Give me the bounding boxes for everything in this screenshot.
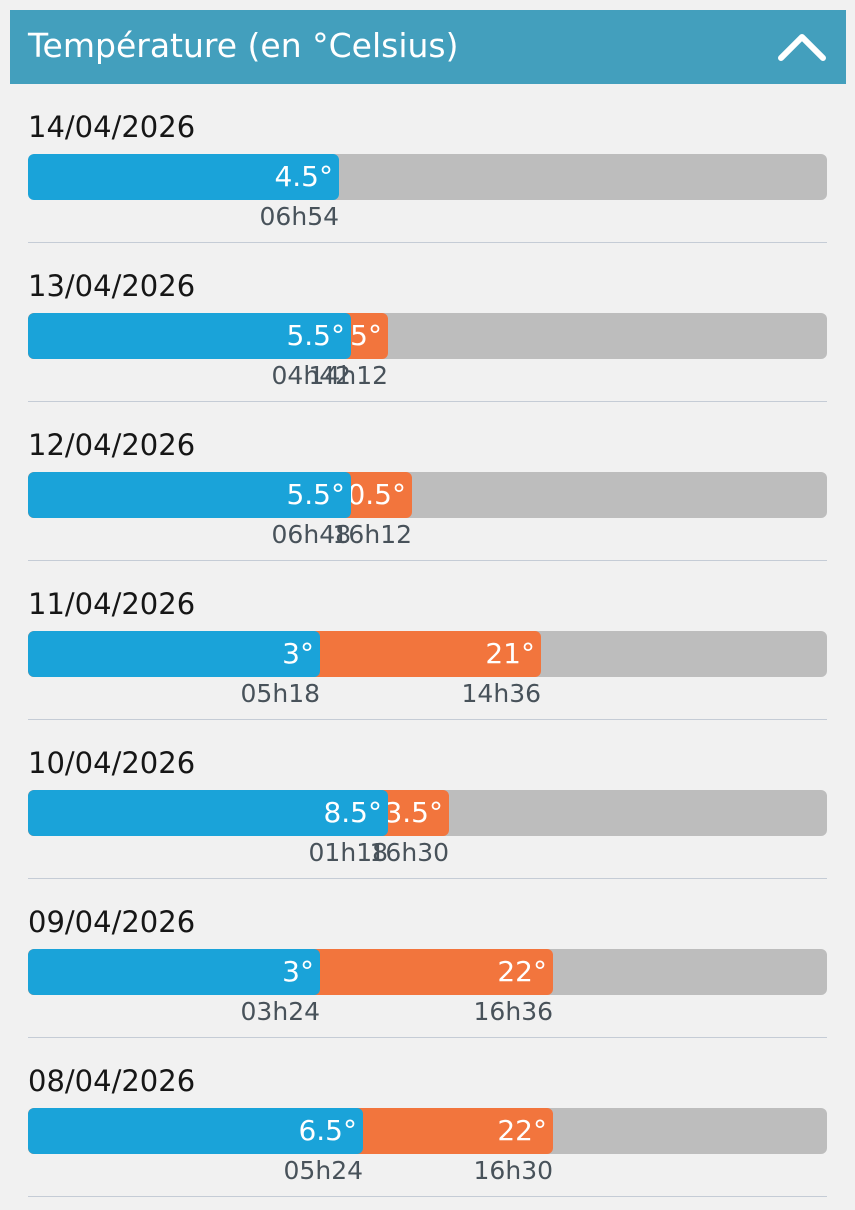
- min-temperature-segment: 5.5°: [28, 313, 351, 359]
- day-date: 09/04/2026: [28, 905, 196, 939]
- row-divider: [28, 242, 827, 243]
- max-time-label: 14h12: [308, 361, 388, 390]
- max-time-label: 16h30: [473, 1156, 553, 1185]
- temperature-bar: 8.5° 13.5°: [28, 790, 827, 836]
- day-date: 14/04/2026: [28, 110, 196, 144]
- min-time-label: 06h48: [271, 520, 351, 549]
- day-date: 12/04/2026: [28, 428, 196, 462]
- day-date: 10/04/2026: [28, 746, 196, 780]
- panel-header[interactable]: Température (en °Celsius): [10, 10, 846, 84]
- row-divider: [28, 719, 827, 720]
- max-time-label: 16h30: [369, 838, 449, 867]
- day-row: 13/04/2026 5.5° 8.5° 04h42 14h12: [10, 169, 846, 402]
- row-divider: [28, 878, 827, 879]
- min-temperature-segment: 3°: [28, 949, 320, 995]
- temperature-bar: 4.5°: [28, 154, 827, 200]
- row-divider: [28, 401, 827, 402]
- day-row: 10/04/2026 8.5° 13.5° 01h18 16h30: [10, 646, 846, 879]
- min-temperature-segment: 8.5°: [28, 790, 388, 836]
- max-time-label: 16h36: [473, 997, 553, 1026]
- temperature-bar: 3° 22°: [28, 949, 827, 995]
- min-temperature-segment: 3°: [28, 631, 320, 677]
- row-divider: [28, 1196, 827, 1197]
- temperature-panel: Température (en °Celsius) 14/04/2026 4.5°…: [10, 10, 846, 1210]
- min-time-label: 05h24: [283, 1156, 363, 1185]
- day-row: 08/04/2026 6.5° 22° 05h24 16h30: [10, 964, 846, 1197]
- day-row: 12/04/2026 5.5° 10.5° 06h48 16h12: [10, 328, 846, 561]
- day-row: 14/04/2026 4.5° 06h54: [10, 10, 846, 243]
- temperature-bar: 3° 21°: [28, 631, 827, 677]
- day-date: 13/04/2026: [28, 269, 196, 303]
- temperature-bar: 5.5° 10.5°: [28, 472, 827, 518]
- day-row: 11/04/2026 3° 21° 05h18 14h36: [10, 487, 846, 720]
- max-time-label: 14h36: [461, 679, 541, 708]
- min-time-label: 06h54: [259, 202, 339, 231]
- min-temperature-segment: 6.5°: [28, 1108, 363, 1154]
- min-temperature-segment: 5.5°: [28, 472, 351, 518]
- temperature-bar: 6.5° 22°: [28, 1108, 827, 1154]
- chevron-up-icon[interactable]: [772, 18, 832, 76]
- min-time-label: 04h42: [271, 361, 351, 390]
- day-row: 09/04/2026 3° 22° 03h24 16h36: [10, 805, 846, 1038]
- max-time-label: 16h12: [332, 520, 412, 549]
- min-time-label: 01h18: [308, 838, 388, 867]
- panel-title: Température (en °Celsius): [28, 26, 459, 65]
- min-temperature-segment: 4.5°: [28, 154, 339, 200]
- row-divider: [28, 1037, 827, 1038]
- row-divider: [28, 560, 827, 561]
- day-date: 11/04/2026: [28, 587, 196, 621]
- day-date: 08/04/2026: [28, 1064, 196, 1098]
- min-time-label: 05h18: [240, 679, 320, 708]
- temperature-bar: 5.5° 8.5°: [28, 313, 827, 359]
- min-time-label: 03h24: [240, 997, 320, 1026]
